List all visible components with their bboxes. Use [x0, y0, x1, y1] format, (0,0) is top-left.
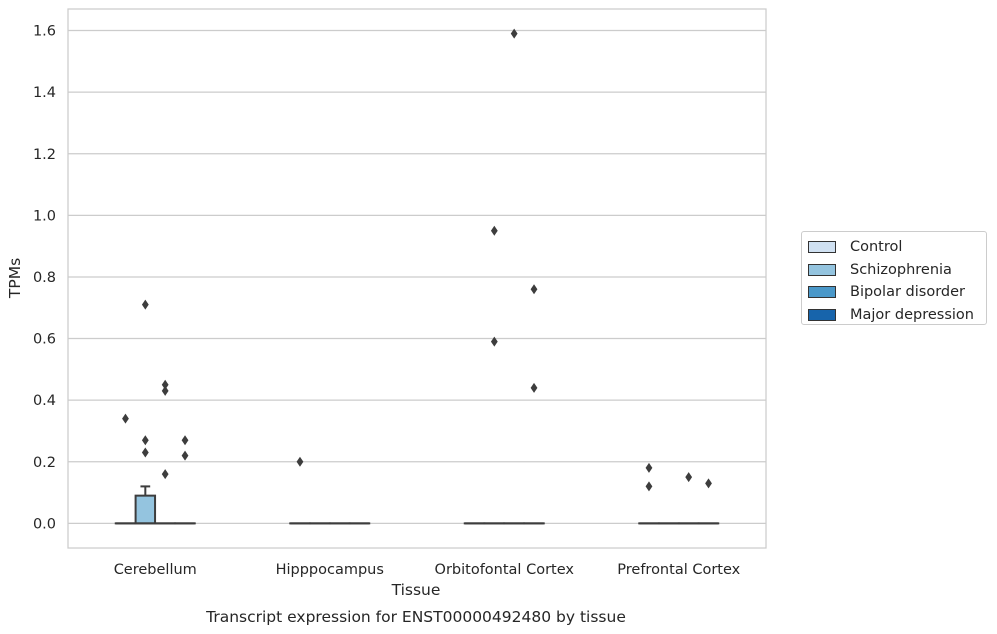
outlier-point — [490, 336, 498, 347]
y-tick-label: 1.2 — [33, 147, 56, 163]
legend-swatch-bipolar-disorder — [808, 286, 836, 299]
x-axis-label: Tissue — [391, 581, 441, 599]
x-tick-label-orbitofontal-cortex: Orbitofontal Cortex — [435, 562, 575, 578]
outlier-point — [161, 469, 169, 480]
box-plots — [114, 28, 720, 525]
outlier-point — [141, 299, 149, 310]
legend-item-major-depression: Major depression — [808, 304, 980, 327]
x-tick-label-hipppocampus: Hipppocampus — [276, 562, 384, 578]
box-cerebellum-control — [114, 413, 137, 525]
legend-item-bipolar-disorder: Bipolar disorder — [808, 281, 980, 304]
y-tick-label: 0.8 — [33, 270, 56, 286]
x-tick-label-cerebellum: Cerebellum — [114, 562, 197, 578]
box-prefrontal-cortex-major-depression — [697, 478, 720, 525]
y-tick-label: 0.4 — [33, 393, 56, 409]
box-cerebellum-major-depression — [174, 435, 196, 525]
legend-swatch-control — [808, 241, 836, 254]
legend-label-schizophrenia: Schizophrenia — [850, 261, 952, 278]
y-axis-label: TPMs — [6, 258, 24, 299]
box-body — [134, 494, 157, 525]
legend-label-bipolar-disorder: Bipolar disorder — [850, 284, 965, 301]
box-prefrontal-cortex-bipolar-disorder — [677, 472, 700, 525]
y-tick-label: 1.6 — [33, 24, 56, 40]
legend-swatch-major-depression — [808, 308, 836, 321]
outlier-point — [161, 385, 169, 396]
outlier-point — [645, 462, 653, 473]
grid-lines — [68, 29, 766, 524]
legend-swatch-schizophrenia — [808, 263, 836, 276]
outlier-point — [141, 435, 149, 446]
y-tick-label: 0.6 — [33, 332, 56, 348]
outlier-point — [530, 284, 538, 295]
outlier-point — [530, 382, 538, 393]
outlier-point — [705, 478, 712, 489]
box-cerebellum-schizophrenia — [134, 299, 157, 525]
box-prefrontal-cortex-control — [638, 462, 660, 525]
legend-item-control: Control — [808, 236, 980, 259]
legend-item-schizophrenia: Schizophrenia — [808, 259, 980, 282]
legend-label-control: Control — [850, 239, 903, 256]
x-tick-labels: Cerebellum Hipppocampus Orbitofontal Corte… — [114, 562, 741, 578]
box-orbitofontal-cortex-bipolar-disorder — [503, 28, 525, 525]
outlier-point — [296, 456, 304, 467]
y-tick-label: 1.4 — [33, 85, 56, 101]
box-orbitofontal-cortex-schizophrenia — [483, 225, 506, 525]
box-hipppocampus-control — [289, 456, 311, 525]
x-tick-label-prefrontal-cortex: Prefrontal Cortex — [617, 562, 740, 578]
outlier-point — [645, 481, 653, 492]
y-tick-labels: 0.0 0.2 0.4 0.6 0.8 1.0 1.2 1.4 1.6 — [33, 24, 56, 533]
legend: Control Schizophrenia Bipolar disorder M… — [801, 231, 987, 325]
y-tick-label: 0.2 — [33, 455, 56, 471]
y-tick-label: 1.0 — [33, 208, 56, 224]
box-orbitofontal-cortex-major-depression — [523, 284, 545, 525]
legend-label-major-depression: Major depression — [850, 306, 974, 323]
outlier-point — [181, 450, 189, 461]
chart-caption: Transcript expression for ENST0000049248… — [205, 608, 626, 626]
box-cerebellum-bipolar-disorder — [154, 379, 176, 525]
outlier-point — [181, 435, 189, 446]
outlier-point — [141, 447, 149, 458]
outlier-point — [122, 413, 129, 424]
outlier-point — [510, 28, 518, 39]
outlier-point — [685, 472, 693, 483]
outlier-point — [490, 225, 498, 236]
plot-area-frame — [67, 8, 767, 549]
outlier-point — [161, 379, 169, 390]
y-tick-label: 0.0 — [33, 516, 56, 532]
